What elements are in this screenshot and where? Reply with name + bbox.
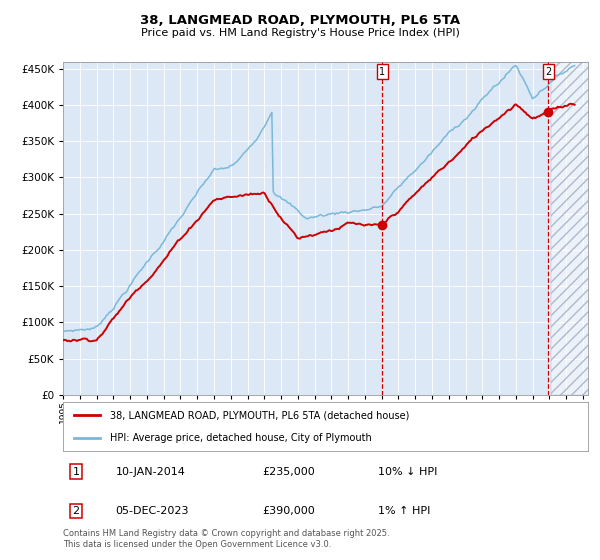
Text: 1% ↑ HPI: 1% ↑ HPI bbox=[378, 506, 430, 516]
Text: 38, LANGMEAD ROAD, PLYMOUTH, PL6 5TA (detached house): 38, LANGMEAD ROAD, PLYMOUTH, PL6 5TA (de… bbox=[110, 410, 410, 421]
Text: 10-JAN-2014: 10-JAN-2014 bbox=[115, 467, 185, 477]
Text: 05-DEC-2023: 05-DEC-2023 bbox=[115, 506, 189, 516]
Text: HPI: Average price, detached house, City of Plymouth: HPI: Average price, detached house, City… bbox=[110, 433, 372, 444]
Bar bbox=[551, 62, 600, 395]
Bar bbox=[551, 62, 600, 395]
Text: £235,000: £235,000 bbox=[263, 467, 315, 477]
Text: 10% ↓ HPI: 10% ↓ HPI bbox=[378, 467, 437, 477]
Text: 38, LANGMEAD ROAD, PLYMOUTH, PL6 5TA: 38, LANGMEAD ROAD, PLYMOUTH, PL6 5TA bbox=[140, 14, 460, 27]
Text: 2: 2 bbox=[73, 506, 80, 516]
Text: 2: 2 bbox=[545, 67, 551, 77]
Text: £390,000: £390,000 bbox=[263, 506, 315, 516]
Text: Price paid vs. HM Land Registry's House Price Index (HPI): Price paid vs. HM Land Registry's House … bbox=[140, 28, 460, 38]
Text: 1: 1 bbox=[73, 467, 80, 477]
Text: 1: 1 bbox=[379, 67, 385, 77]
Text: Contains HM Land Registry data © Crown copyright and database right 2025.
This d: Contains HM Land Registry data © Crown c… bbox=[63, 529, 389, 549]
